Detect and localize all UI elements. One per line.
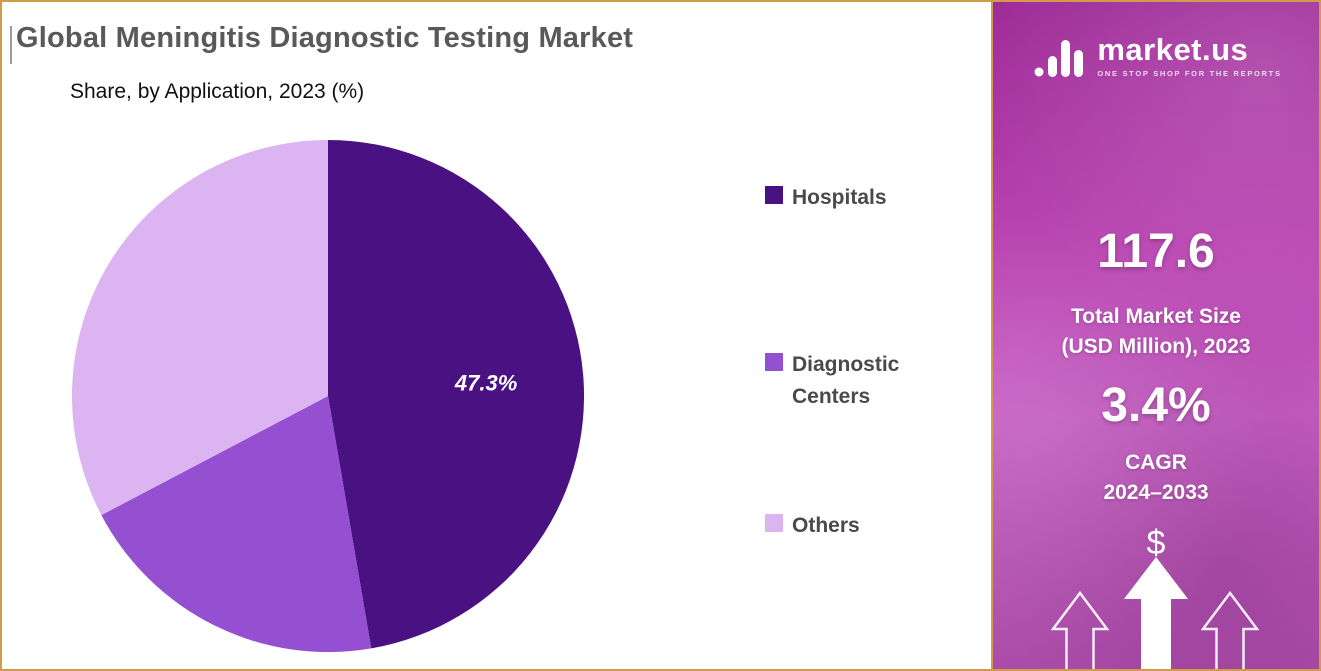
brand-logo-icon bbox=[1034, 40, 1084, 77]
market-size-label: Total Market Size (USD Million), 2023 bbox=[993, 302, 1319, 362]
legend-label: Hospitals bbox=[792, 186, 887, 209]
legend-swatch bbox=[765, 352, 783, 371]
market-size-label-line1: Total Market Size bbox=[1071, 305, 1241, 328]
up-arrow-icon bbox=[1124, 557, 1188, 669]
pie-slice bbox=[328, 140, 585, 649]
cagr-value: 3.4% bbox=[1101, 379, 1211, 432]
legend-item: Others bbox=[765, 510, 935, 543]
legend-item: Diagnostic Centers bbox=[765, 349, 935, 414]
chart-panel: Global Meningitis Diagnostic Testing Mar… bbox=[2, 2, 993, 669]
title-accent-line bbox=[10, 26, 12, 64]
pie-data-label: 47.3% bbox=[454, 371, 517, 396]
up-arrow-icon bbox=[1201, 591, 1259, 669]
pie-slice bbox=[71, 140, 329, 516]
brand-logo: market.us ONE STOP SHOP FOR THE REPORTS bbox=[993, 28, 1319, 84]
market-size-value: 117.6 bbox=[1097, 225, 1215, 278]
info-panel: market.us ONE STOP SHOP FOR THE REPORTS … bbox=[991, 2, 1319, 669]
market-size-label-line2: (USD Million), 2023 bbox=[1061, 334, 1251, 358]
cagr-label-line1: CAGR bbox=[1125, 451, 1187, 474]
chart-title: Global Meningitis Diagnostic Testing Mar… bbox=[16, 22, 634, 54]
brand-logo-text: market.us ONE STOP SHOP FOR THE REPORTS bbox=[1097, 34, 1281, 78]
legend-swatch bbox=[765, 186, 783, 204]
brand-name: market.us bbox=[1097, 32, 1249, 67]
pie-slice bbox=[101, 396, 372, 653]
chart-legend: Hospitals Diagnostic Centers Others bbox=[765, 182, 935, 542]
legend-item: Hospitals bbox=[765, 182, 935, 215]
dollar-sign: $ bbox=[1146, 524, 1166, 562]
legend-label: Others bbox=[792, 513, 860, 537]
up-arrow-icon bbox=[1051, 591, 1109, 669]
cagr-label: CAGR 2024–2033 bbox=[993, 448, 1319, 508]
legend-label: Diagnostic Centers bbox=[792, 352, 900, 409]
cagr-label-line2: 2024–2033 bbox=[1103, 480, 1209, 504]
chart-subtitle: Share, by Application, 2023 (%) bbox=[70, 80, 365, 103]
legend-swatch bbox=[765, 513, 783, 532]
pie-chart: 47.3% bbox=[71, 140, 585, 653]
brand-tagline: ONE STOP SHOP FOR THE REPORTS bbox=[1097, 69, 1282, 78]
growth-arrows bbox=[993, 544, 1319, 669]
